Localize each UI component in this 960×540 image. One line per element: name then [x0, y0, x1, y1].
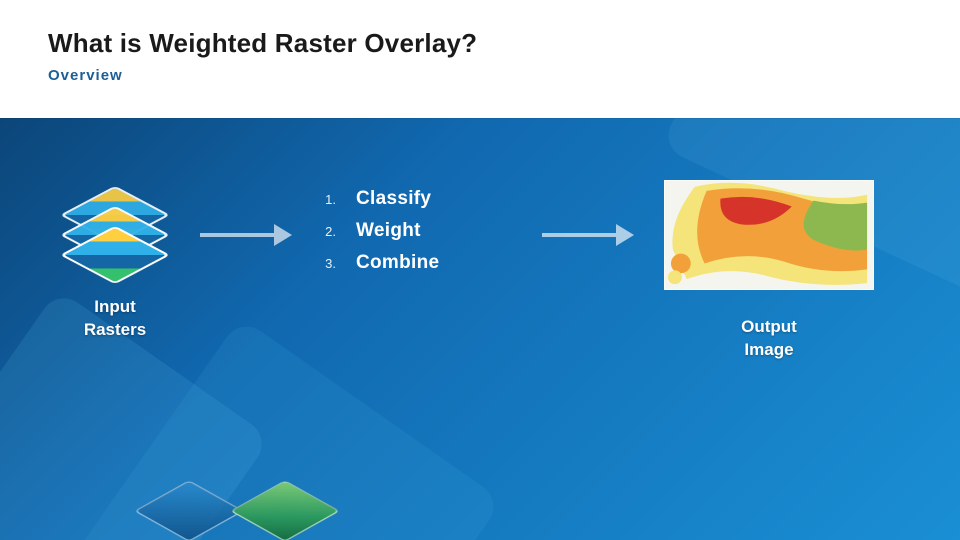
input-caption-line2: Rasters: [84, 320, 146, 339]
output-caption: Output Image: [741, 316, 797, 362]
output-map-icon: [665, 181, 873, 289]
output-column: Output Image: [664, 180, 874, 362]
step-item: 2. Weight: [322, 220, 512, 242]
step-number: 1.: [322, 192, 336, 207]
step-item: 1. Classify: [322, 188, 512, 210]
arrow-icon: [200, 224, 292, 246]
input-caption: Input Rasters: [84, 296, 146, 342]
input-column: Input Rasters: [60, 180, 170, 342]
decor-tile-icon: [230, 480, 340, 540]
step-label: Weight: [356, 220, 421, 242]
step-label: Classify: [356, 188, 431, 210]
arrow-1: [200, 180, 292, 290]
raster-stack-icon: [60, 180, 170, 270]
step-number: 2.: [322, 224, 336, 239]
input-caption-line1: Input: [94, 297, 136, 316]
topbar: What is Weighted Raster Overlay? Overvie…: [0, 0, 960, 118]
output-caption-line1: Output: [741, 317, 797, 336]
slide-subtitle: Overview: [48, 67, 960, 84]
step-item: 3. Combine: [322, 252, 512, 274]
slide-title: What is Weighted Raster Overlay?: [48, 28, 960, 59]
output-caption-line2: Image: [744, 340, 793, 359]
step-label: Combine: [356, 252, 439, 274]
output-image: [664, 180, 874, 290]
decorative-thumbnails: [150, 472, 324, 540]
arrow-2: [542, 180, 634, 290]
steps-list: 1. Classify 2. Weight 3. Combine: [322, 180, 512, 284]
step-number: 3.: [322, 256, 336, 271]
decor-tile-icon: [134, 480, 244, 540]
arrow-icon: [542, 224, 634, 246]
content-row: Input Rasters 1. Classify 2. Weight 3. C…: [0, 160, 960, 540]
